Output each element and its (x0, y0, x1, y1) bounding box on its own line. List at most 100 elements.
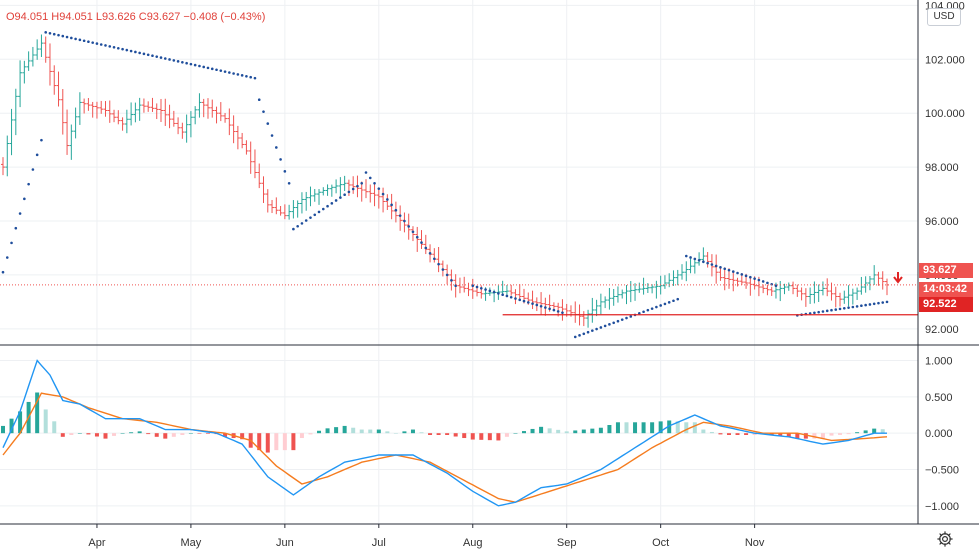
histogram-bar (726, 433, 731, 435)
histogram-bar (573, 430, 578, 434)
ohlc-bar (820, 281, 825, 296)
psar-dot (189, 62, 193, 66)
histogram-bar (103, 433, 108, 439)
ohlc-bar (30, 46, 35, 67)
ohlc-bar (504, 285, 509, 296)
psar-dot (445, 273, 449, 277)
psar-dot (74, 37, 77, 41)
psar-dot (629, 315, 633, 318)
ohlc-bar (761, 284, 766, 294)
psar-dot (424, 246, 428, 250)
ohlc-bar (850, 288, 855, 305)
psar-dot (275, 146, 278, 149)
ohlc-bar (581, 311, 586, 327)
psar-dot (433, 257, 436, 261)
time-tick-label: Apr (88, 537, 105, 549)
psar-dot (262, 110, 265, 113)
psar-dot (582, 332, 586, 336)
ohlc-bar (795, 284, 800, 297)
last-price-tag: 93.627 (919, 263, 973, 278)
ohlc-bar (803, 288, 808, 307)
psar-dot (1, 270, 5, 274)
ohlc-bar (244, 140, 249, 155)
ohlc-bar (603, 296, 608, 309)
histogram-bar (615, 422, 620, 434)
ohlc-bar (731, 271, 736, 292)
psar-dot (599, 326, 603, 329)
ohlc-legend: O94.051 H94.051 L93.626 C93.627 −0.408 (… (6, 11, 265, 23)
histogram-bar (410, 429, 415, 434)
histogram-bar (257, 433, 262, 451)
psar-dot (70, 36, 73, 40)
ohlc-bar (855, 287, 860, 300)
price-tick-label: 100.000 (925, 108, 965, 120)
price-pane[interactable] (0, 31, 918, 339)
histogram-bar (376, 429, 381, 434)
ohlc-bar (193, 106, 198, 125)
psar-dot (373, 181, 376, 185)
psar-dot (885, 300, 889, 304)
ohlc-bar (120, 117, 125, 131)
psar-dot (450, 279, 453, 282)
close-value: C93.627 (138, 11, 181, 23)
macd-tick-label: −0.500 (925, 465, 959, 477)
psar-dot (706, 261, 709, 265)
ohlc-bar (684, 261, 689, 282)
ohlc-bar (410, 226, 415, 242)
psar-dot (544, 306, 547, 309)
histogram-bar (317, 430, 322, 434)
ohlc-bar (611, 288, 616, 306)
histogram-bar (838, 433, 843, 435)
ohlc-bar (517, 284, 522, 300)
ohlc-bar (688, 258, 693, 274)
psar-dot (35, 153, 39, 157)
psar-dot (249, 75, 252, 79)
psar-dot (864, 303, 867, 307)
histogram-bar (709, 431, 714, 434)
ohlc-bar (573, 301, 578, 323)
ohlc-bar (385, 194, 390, 211)
ohlc-bar (65, 109, 70, 155)
histogram-bar (86, 433, 91, 435)
ohlc-bar (231, 115, 236, 144)
ohlc-bar (299, 192, 304, 214)
ohlc-bar (650, 284, 655, 294)
histogram-bar (624, 422, 629, 434)
ohlc-bar (838, 292, 843, 307)
ohlc-bar (769, 286, 774, 296)
change-value: −0.408 (−0.43%) (183, 11, 266, 23)
ohlc-bar (278, 205, 283, 216)
histogram-bar (77, 433, 82, 434)
macd-tick-label: −1.000 (925, 501, 959, 513)
ohlc-bar (43, 36, 48, 63)
ohlc-bar (829, 282, 834, 301)
histogram-bar (60, 433, 65, 437)
psar-dot (292, 227, 295, 231)
psar-dot (347, 190, 351, 194)
histogram-bar (453, 433, 458, 437)
psar-dot (386, 198, 389, 201)
ohlc-bar (154, 103, 159, 120)
psar-dot (638, 312, 641, 315)
psar-dot (99, 43, 103, 46)
countdown-tag: 14:03:42 (919, 282, 973, 297)
psar-dot (257, 98, 261, 102)
psar-dot (774, 284, 778, 288)
gear-icon[interactable] (936, 530, 954, 548)
ohlc-bar (368, 184, 373, 203)
ohlc-bar (718, 267, 723, 281)
ohlc-bar (116, 110, 121, 125)
histogram-bar (299, 433, 304, 439)
histogram-bar (197, 433, 202, 434)
psar-dot (744, 274, 748, 278)
psar-dot (484, 288, 487, 291)
currency-button[interactable]: USD (927, 8, 961, 26)
psar-dot (749, 275, 752, 279)
ohlc-bar (56, 71, 61, 107)
psar-dot (334, 199, 338, 202)
macd-pane[interactable] (1, 359, 888, 507)
psar-dot (87, 40, 90, 43)
psar-dot (415, 235, 419, 239)
psar-dot (650, 307, 654, 310)
histogram-bar (129, 432, 134, 434)
